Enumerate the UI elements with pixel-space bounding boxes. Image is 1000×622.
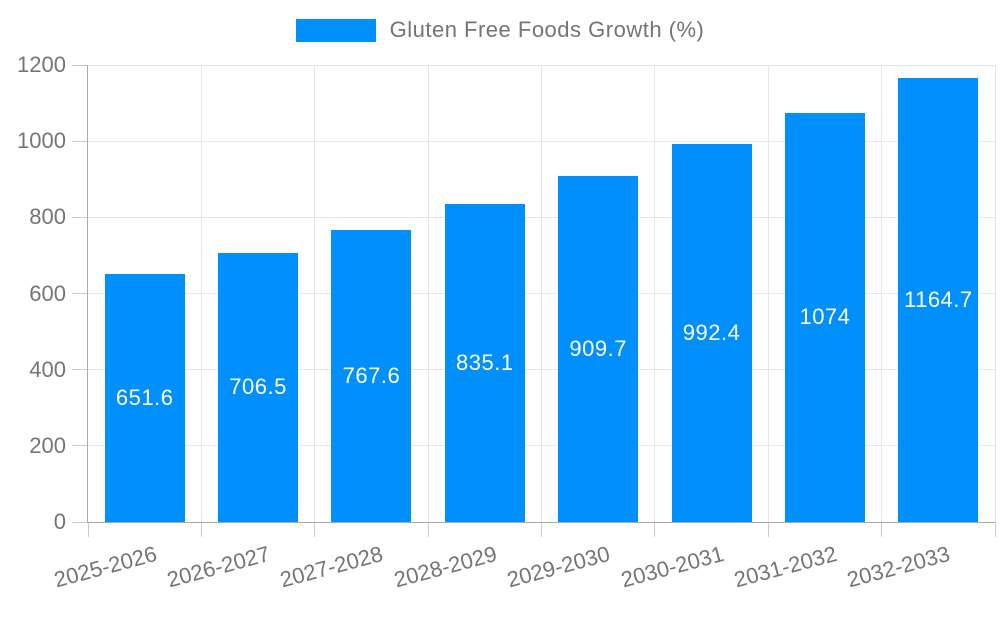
bar[interactable]: [671, 144, 752, 522]
y-axis-tick: [72, 64, 88, 66]
y-axis-label: 600: [29, 280, 66, 306]
y-axis-label: 1000: [17, 128, 66, 154]
y-axis-tick: [72, 521, 88, 523]
bar-value-label: 992.4: [682, 320, 741, 346]
y-axis-line: [87, 65, 88, 522]
gridline-vertical: [654, 65, 656, 522]
bar[interactable]: [898, 78, 979, 522]
x-axis-tick: [87, 522, 89, 537]
gridline-vertical: [314, 65, 316, 522]
gridline-vertical: [767, 65, 769, 522]
gridline-vertical: [200, 65, 202, 522]
x-axis-line: [87, 522, 995, 523]
bar[interactable]: [558, 175, 639, 522]
bar[interactable]: [218, 252, 299, 522]
x-axis-tick: [200, 522, 202, 537]
bar-value-label: 1074: [799, 304, 851, 330]
bar-value-label: 1164.7: [903, 287, 973, 313]
x-axis-tick: [881, 522, 883, 537]
legend-label: Gluten Free Foods Growth (%): [389, 17, 705, 42]
bar[interactable]: [104, 273, 185, 522]
gridline-vertical: [881, 65, 883, 522]
bar-value-label: 767.6: [342, 362, 401, 388]
x-axis-tick: [654, 522, 656, 537]
bar-value-label: 835.1: [456, 349, 514, 375]
bar-value-label: 706.5: [229, 374, 287, 400]
bar-value-label: 651.6: [115, 384, 174, 410]
y-axis-tick: [72, 369, 88, 371]
legend-marker-swatch: [295, 18, 376, 42]
y-axis-tick: [72, 445, 88, 447]
x-axis-tick: [427, 522, 429, 537]
y-axis-label: 400: [29, 356, 66, 382]
gridline-vertical: [541, 65, 542, 522]
legend: Gluten Free Foods Growth (%): [0, 17, 1000, 43]
bar[interactable]: [444, 203, 525, 522]
y-axis-label: 800: [29, 204, 66, 230]
bar[interactable]: [784, 112, 865, 522]
y-axis-label: 200: [29, 432, 66, 458]
bar-value-label: 909.7: [569, 335, 627, 361]
gridline-vertical: [994, 65, 996, 522]
x-axis-tick: [994, 522, 996, 537]
gridline-vertical: [427, 65, 429, 522]
legend-item[interactable]: Gluten Free Foods Growth (%): [295, 17, 705, 43]
y-axis-tick: [72, 140, 88, 142]
x-axis-tick: [314, 522, 316, 537]
bar[interactable]: [331, 229, 412, 522]
y-axis-label: 0: [53, 509, 66, 534]
chart-container: Gluten Free Foods Growth (%) 0 200 400 600 8…: [0, 17, 1000, 593]
x-axis-tick: [767, 522, 769, 537]
x-axis-tick: [541, 522, 542, 537]
y-axis-tick: [72, 216, 88, 218]
y-axis-tick: [72, 293, 88, 294]
y-axis-label: 1200: [17, 52, 66, 77]
